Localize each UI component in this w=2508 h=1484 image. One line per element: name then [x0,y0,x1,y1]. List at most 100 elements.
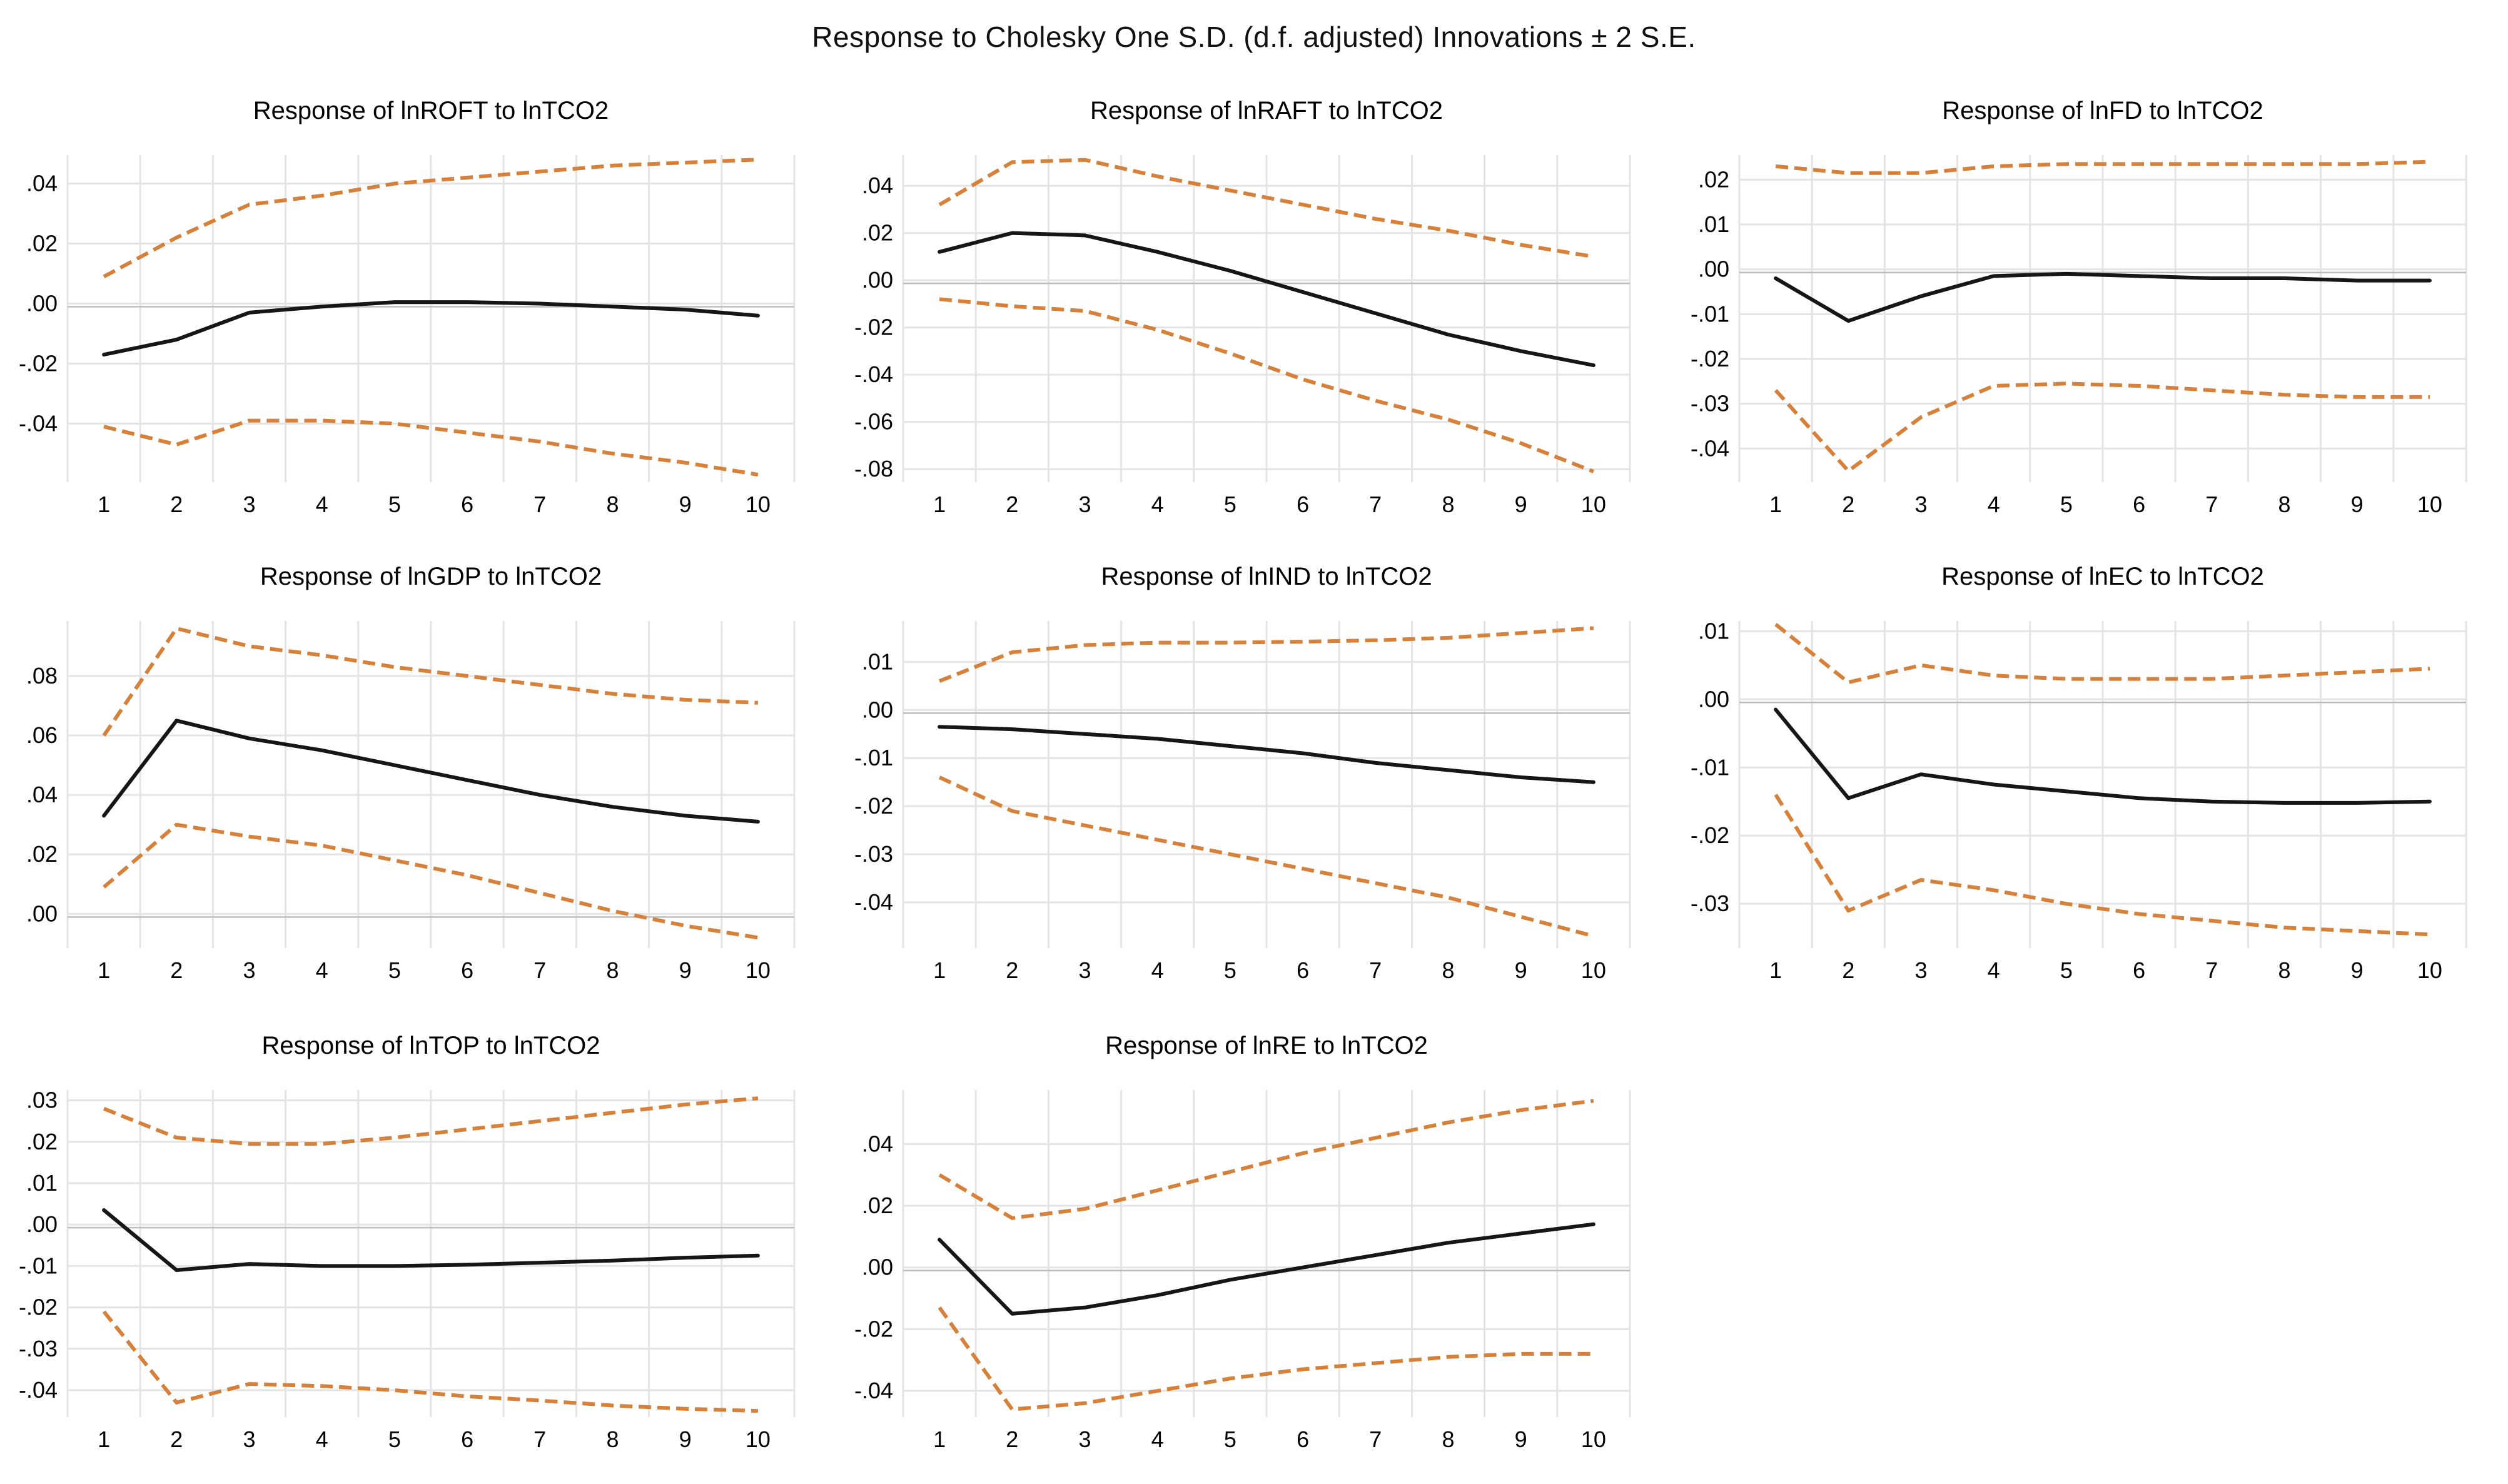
y-tick-label: -.01 [1691,301,1729,326]
response-line [102,1208,760,1272]
chart-cell-lnFD: .02 .01 .00 -.01 -.02 -.03 -.04 1 2 3 4 5 6 7 8 9 10 Resp… [1672,74,2508,540]
y-axis-labels: .08 .06 .04 .02 .00 [26,663,58,926]
y-tick-label: -.03 [1691,891,1729,916]
x-tick-label: 9 [1515,957,1527,983]
y-tick-label: -.06 [854,409,893,435]
chart-title: Response of lnRE to lnTCO2 [1105,1032,1428,1059]
x-tick-label: 5 [388,1426,401,1452]
x-tick-label: 7 [2205,957,2218,983]
x-tick-label: 3 [243,957,255,983]
y-tick-label: .04 [26,171,58,196]
y-tick-label: .08 [26,663,58,689]
x-tick-label: 1 [933,957,946,983]
lower-2se-band-line [1774,381,2430,473]
y-tick-label: -.04 [854,1378,893,1403]
x-tick-label: 1 [1769,492,1782,517]
y-tick-label: -.04 [19,1377,58,1403]
x-axis-labels: 1 2 3 4 5 6 7 8 9 10 [98,492,771,517]
x-tick-label: 8 [606,957,619,983]
chart-lnFD: .02 .01 .00 -.01 -.02 -.03 -.04 1 2 3 4 5 6 7 8 9 10 Resp… [1691,97,2467,517]
x-tick-label: 7 [533,1426,546,1452]
y-tick-label: .04 [862,173,893,198]
y-axis-labels: .01 .00 -.01 -.02 -.03 [1691,618,1729,916]
x-tick-label: 3 [243,492,255,517]
x-tick-label: 6 [1297,957,1309,983]
chart-title: Response of lnIND to lnTCO2 [1101,563,1432,590]
y-tick-label: -.04 [1691,435,1729,461]
x-tick-label: 1 [933,1426,946,1452]
x-tick-label: 4 [1151,957,1164,983]
x-tick-label: 10 [1581,957,1606,983]
x-tick-label: 8 [2278,492,2290,517]
chart-cell-lnRAFT: .04 .02 .00 -.02 -.04 -.06 -.08 1 2 3 4 5 6 7 8 9 10 Resp… [836,74,1672,540]
chart-cell-lnTOP: .03 .02 .01 .00 -.01 -.02 -.03 -.04 1 2 3 4 5 6 7 8 9 10 R… [0,1009,836,1484]
x-tick-label: 2 [1006,492,1018,517]
gridlines [66,1090,796,1417]
chart-lnEC: .01 .00 -.01 -.02 -.03 1 2 3 4 5 6 7 8 9 10 Response of… [1691,563,2467,983]
x-tick-label: 2 [1006,957,1018,983]
y-tick-label: -.04 [854,361,893,387]
y-axis-labels: .04 .02 .00 -.02 -.04 [19,171,58,437]
x-tick-label: 6 [2133,492,2145,517]
y-axis-labels: .02 .01 .00 -.01 -.02 -.03 -.04 [1691,166,1729,461]
upper-2se-band-line [103,158,759,278]
x-tick-label: 4 [1151,1426,1164,1452]
y-axis-labels: .04 .02 .00 -.02 -.04 -.06 -.08 [854,173,893,482]
x-tick-label: 1 [98,492,110,517]
y-tick-label: -.02 [19,350,58,376]
x-tick-label: 5 [2060,492,2073,517]
upper-2se-band-line [1774,623,2430,685]
y-tick-label: .03 [26,1088,58,1113]
gridlines [1738,621,2467,948]
x-tick-label: 6 [1297,1426,1309,1452]
upper-2se-band-line [938,1099,1594,1220]
x-axis-labels: 1 2 3 4 5 6 7 8 9 10 [933,492,1606,517]
x-tick-label: 5 [2060,957,2073,983]
x-tick-label: 5 [1224,957,1236,983]
x-tick-label: 5 [388,957,401,983]
y-tick-label: -.03 [854,841,893,867]
y-tick-label: -.01 [19,1253,58,1278]
y-tick-label: .01 [862,649,893,674]
empty-cell [1672,1009,2508,1484]
y-tick-label: -.02 [19,1295,58,1320]
chart-lnRAFT: .04 .02 .00 -.02 -.04 -.06 -.08 1 2 3 4 5 6 7 8 9 10 Resp… [854,97,1631,517]
x-tick-label: 2 [1842,957,1854,983]
upper-2se-band-line [1775,159,2430,175]
y-tick-label: .02 [1698,166,1729,192]
x-tick-label: 5 [388,492,401,517]
x-tick-label: 6 [461,492,473,517]
gridlines [902,621,1631,948]
gridlines [902,155,1631,482]
x-tick-label: 9 [679,492,692,517]
y-tick-label: .00 [26,901,58,926]
y-tick-label: .04 [26,782,58,807]
y-tick-label: .06 [26,722,58,748]
x-tick-label: 4 [1988,492,2000,517]
y-tick-label: .02 [26,841,58,867]
gridlines [902,1090,1631,1417]
x-tick-label: 7 [533,492,546,517]
y-tick-label: -.08 [854,456,893,482]
gridlines [66,155,796,482]
chart-lnIND: .01 .00 -.01 -.02 -.03 -.04 1 2 3 4 5 6 7 8 9 10 Respons… [854,563,1631,983]
y-tick-label: .00 [26,291,58,316]
chart-lnGDP: .08 .06 .04 .02 .00 1 2 3 4 5 6 7 8 9 10 Response of ln… [26,563,796,983]
x-tick-label: 8 [1442,957,1454,983]
response-line [102,300,760,357]
x-tick-label: 10 [746,957,771,983]
chart-title: Response of lnTOP to lnTCO2 [261,1032,600,1059]
chart-cell-lnEC: .01 .00 -.01 -.02 -.03 1 2 3 4 5 6 7 8 9 10 Response of… [1672,540,2508,1009]
x-tick-label: 7 [1369,492,1382,517]
lower-2se-band-line [102,1310,758,1413]
x-tick-label: 3 [1078,492,1091,517]
y-tick-label: .00 [862,1254,893,1280]
chart-title: Response of lnRAFT to lnTCO2 [1090,97,1443,124]
x-axis-labels: 1 2 3 4 5 6 7 8 9 10 [98,1426,771,1452]
x-tick-label: 1 [98,957,110,983]
x-tick-label: 9 [1515,1426,1527,1452]
y-axis-labels: .03 .02 .01 .00 -.01 -.02 -.03 -.04 [19,1088,58,1403]
irf-grid: .04 .02 .00 -.02 -.04 1 2 3 4 5 6 7 8 9 10 Response of … [0,74,2508,1484]
x-axis-labels: 1 2 3 4 5 6 7 8 9 10 [1769,492,2442,517]
x-axis-labels: 1 2 3 4 5 6 7 8 9 10 [98,957,771,983]
